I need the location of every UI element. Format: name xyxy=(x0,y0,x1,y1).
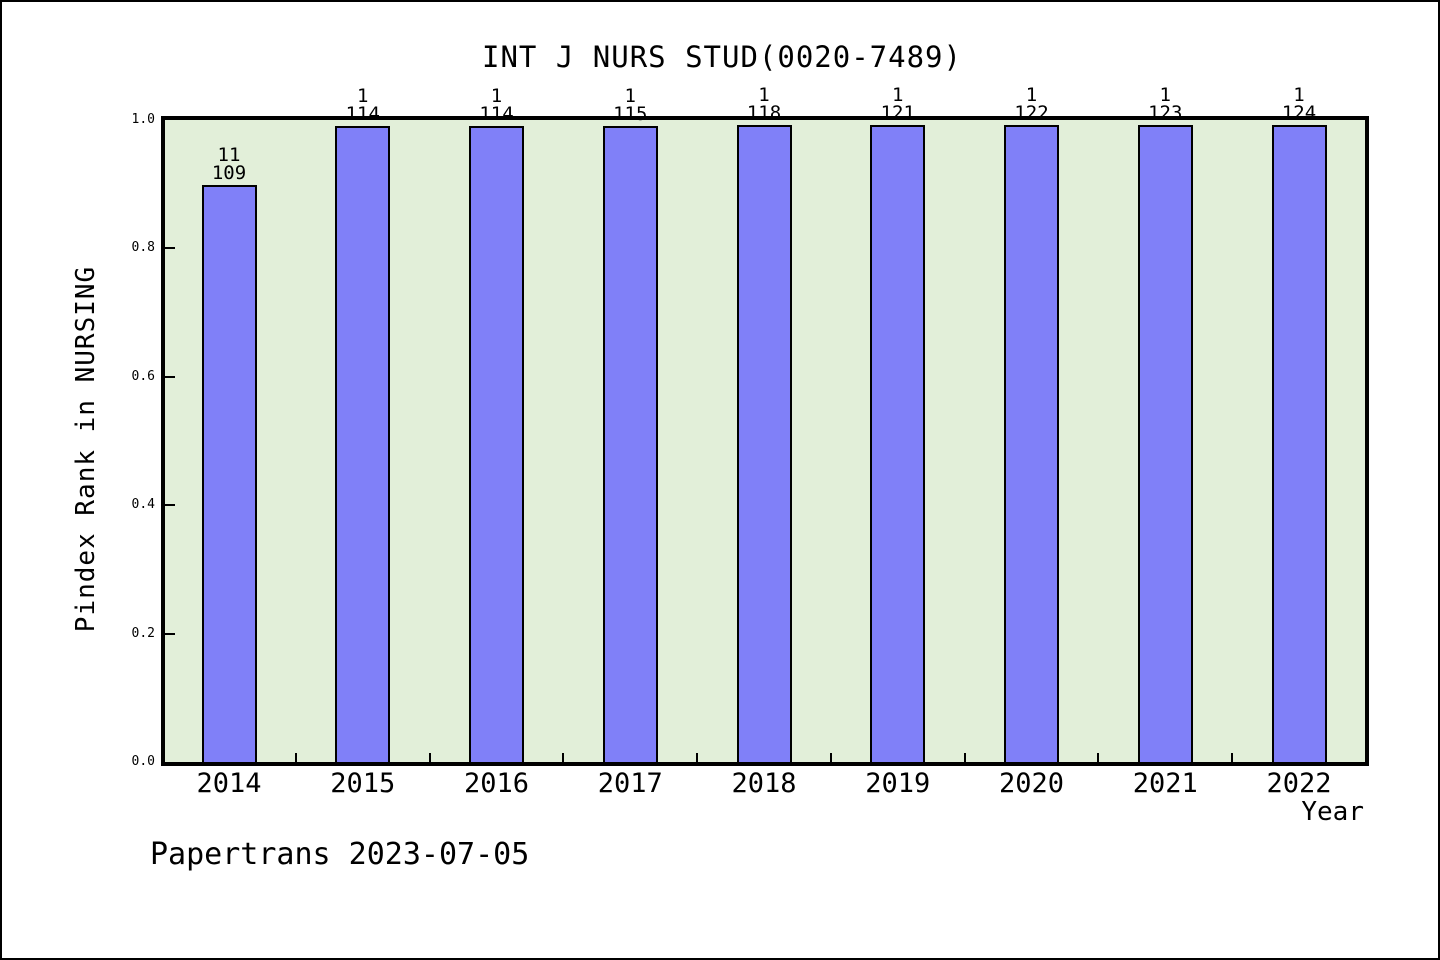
y-axis-label: Pindex Rank in NURSING xyxy=(71,265,101,633)
x-minor-tick xyxy=(562,753,565,762)
x-axis-label: Year xyxy=(1301,797,1364,827)
bar-2016 xyxy=(469,126,524,762)
bar-2021 xyxy=(1137,125,1193,762)
y-tick-label-1.0: 1.0 xyxy=(131,112,155,127)
y-tick-mark xyxy=(165,247,175,250)
y-tick-mark xyxy=(165,504,175,507)
x-tick-label-2020: 2020 xyxy=(998,768,1065,799)
y-tick-label-0.2: 0.2 xyxy=(131,625,155,641)
x-tick-label-2021: 2021 xyxy=(1132,768,1198,799)
y-tick-label-0.8: 0.8 xyxy=(131,240,155,256)
chart-title: INT J NURS STUD(0020-7489) xyxy=(482,40,962,74)
bar-annotation-2020: 1 122 xyxy=(1014,84,1049,124)
bar-2020 xyxy=(1004,125,1059,762)
bar-annotation-2014: 11 109 xyxy=(211,144,247,184)
x-tick-label-2018: 2018 xyxy=(731,768,797,799)
bar-annotation-2021: 1 123 xyxy=(1148,84,1183,124)
x-minor-tick xyxy=(696,753,699,762)
x-minor-tick xyxy=(428,753,431,762)
y-tick-mark xyxy=(165,375,175,378)
x-tick-label-2015: 2015 xyxy=(330,768,396,799)
bar-2022 xyxy=(1271,125,1327,762)
y-tick-label-0.4: 0.4 xyxy=(131,497,155,513)
x-tick-label-2022: 2022 xyxy=(1266,768,1332,799)
x-tick-label-2017: 2017 xyxy=(597,768,663,799)
y-tick-label-0.0: 0.0 xyxy=(131,754,155,769)
bar-annotation-2018: 1 118 xyxy=(746,84,782,124)
bar-2014 xyxy=(201,185,257,762)
x-minor-tick xyxy=(1231,753,1234,762)
bar-annotation-2016: 1 114 xyxy=(479,85,514,125)
footer-watermark: Papertrans 2023-07-05 xyxy=(150,837,530,872)
y-tick-label-0.6: 0.6 xyxy=(131,368,155,384)
bar-annotation-2015: 1 114 xyxy=(345,85,380,125)
x-tick-label-2019: 2019 xyxy=(865,768,931,799)
plot-inner: 11 109 1 114 1 114 1 115 1 118 1 121 1 122 1 12… xyxy=(165,86,1365,762)
bar-2019 xyxy=(870,125,926,762)
x-minor-tick xyxy=(294,753,297,762)
bar-annotation-2017: 1 115 xyxy=(613,85,648,125)
y-tick-mark xyxy=(165,632,175,635)
bar-annotation-2022: 1 124 xyxy=(1281,84,1317,124)
x-minor-tick xyxy=(963,753,966,762)
bar-annotation-2019: 1 121 xyxy=(880,84,915,124)
bar-2017 xyxy=(602,126,658,762)
bar-2018 xyxy=(736,125,792,762)
x-minor-tick xyxy=(829,753,832,762)
x-tick-label-2014: 2014 xyxy=(196,768,262,799)
bar-2015 xyxy=(335,126,391,762)
x-tick-label-2016: 2016 xyxy=(463,768,530,799)
x-minor-tick xyxy=(1097,753,1100,762)
